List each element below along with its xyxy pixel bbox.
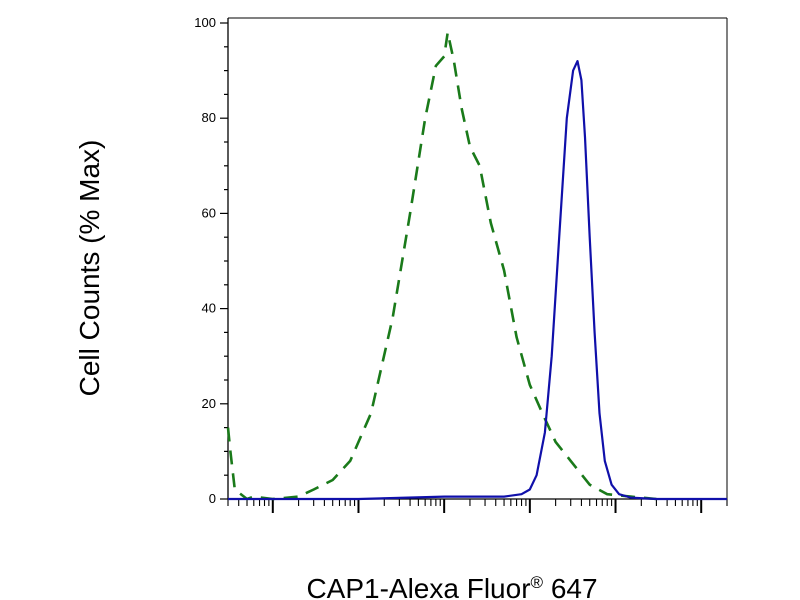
y-tick-label: 80 <box>202 110 216 125</box>
series-layer <box>226 31 727 501</box>
y-tick-label: 40 <box>202 301 216 316</box>
x-axis-title-main: CAP1-Alexa Fluor <box>306 573 530 600</box>
y-tick-label: 0 <box>209 491 216 506</box>
cap1-histogram-line <box>228 60 727 501</box>
x-axis-title: CAP1-Alexa Fluor® 647 <box>306 573 597 600</box>
y-axis-ticks: 0 20 40 60 80 100 <box>194 15 228 506</box>
x-axis-title-suffix: 647 <box>543 573 598 600</box>
y-tick-label: 100 <box>194 15 216 30</box>
x-axis-ticks <box>227 499 728 513</box>
registered-mark: ® <box>531 573 544 592</box>
y-tick-label: 20 <box>202 396 216 411</box>
y-tick-label: 60 <box>202 205 216 220</box>
control-histogram-line <box>226 31 657 501</box>
y-axis-title: Cell Counts (% Max) <box>74 140 105 397</box>
